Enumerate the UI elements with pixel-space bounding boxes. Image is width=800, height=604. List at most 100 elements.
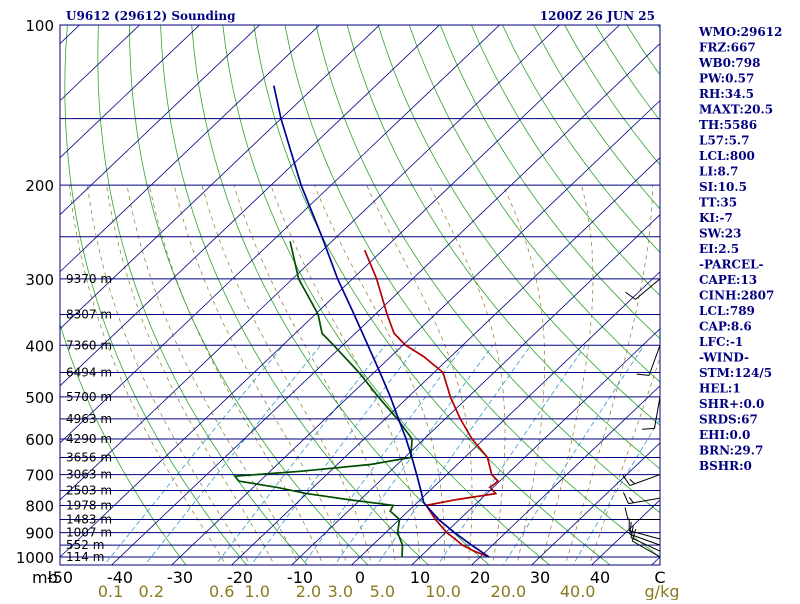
index-value: LCL:800 [699,149,755,163]
index-value: LI:8.7 [699,165,738,179]
wind-barb [649,345,660,375]
pressure-tick-label: 200 [25,177,54,195]
mixing-ratio-tick-label: 40.0 [560,582,596,600]
pressure-tick-label: 100 [25,17,54,35]
index-value: EI:2.5 [699,242,739,256]
moist-adiabat-line [271,185,420,568]
index-value: HEL:1 [699,382,741,396]
moist-adiabat-line [87,185,252,568]
index-value: LFC:-1 [699,335,743,349]
index-value: SRDS:67 [699,413,758,427]
temperature-tick-label: 30 [530,568,550,587]
index-value: PW:0.57 [699,72,754,86]
index-value: BSHR:0 [699,459,752,473]
pressure-tick-label: 400 [25,337,54,355]
moist-adiabat-line [149,185,324,568]
index-value: -WIND- [699,351,749,365]
moist-adiabat-line [540,185,593,568]
wind-barb [635,279,660,300]
mixing-ratio-unit-label: g/kg [645,582,680,600]
wind-barb-flag [625,507,628,519]
background-lines [0,13,800,568]
temperature-tick-label: 0 [355,568,365,587]
height-label: 1978 m [66,498,112,512]
mixing-ratio-tick-label: 10.0 [425,582,461,600]
mixing-ratio-tick-label: 0.2 [139,582,164,600]
height-label: 5700 m [66,390,112,404]
height-label: 1483 m [66,512,112,526]
index-value: WB0:798 [698,56,760,70]
isotherm-line [0,13,332,568]
dry-adiabat-line [316,25,736,568]
isotherm-line [48,13,632,568]
wind-barb-flag [630,479,635,484]
mixing-ratio-tick-label: 0.1 [98,582,123,600]
index-value: FRZ:667 [699,41,756,55]
index-value: L57:5.7 [699,134,749,148]
isotherm-line [108,13,692,568]
temperature-tick-label: 20 [470,568,490,587]
index-value: CAPE:13 [699,273,757,287]
wind-barb-flag [625,292,635,299]
index-value: SHR+:0.0 [699,397,764,411]
index-value: BRN:29.7 [699,444,763,458]
height-label: 7360 m [66,338,112,352]
chart-title-left: U9612 (29612) Sounding [66,9,236,23]
dry-adiabat-line [130,25,372,568]
index-value: STM:124/5 [699,366,772,380]
height-label: 4290 m [66,432,112,446]
index-value: -PARCEL- [699,258,764,272]
moist-adiabat-line [564,185,653,568]
moist-adiabat-line [503,185,545,568]
mixing-ratio-tick-label: 2.0 [296,582,321,600]
indices-panel: WMO:29612FRZ:667WB0:798PW:0.57RH:34.5MAX… [698,25,782,473]
mixing-ratio-tick-label: 5.0 [370,582,395,600]
index-value: CAP:8.6 [699,320,752,334]
height-label: 2503 m [66,484,112,498]
dry-adiabat-line [285,25,676,568]
mixing-ratio-tick-label: 0.6 [209,582,234,600]
index-value: EHI:0.0 [699,428,750,442]
index-value: CINH:2807 [699,289,774,303]
moist-adiabat-line [429,185,505,568]
pressure-tick-label: 900 [25,525,54,543]
height-label: 9370 m [66,272,112,286]
index-value: TT:35 [699,196,737,210]
index-value: SW:23 [699,227,741,241]
index-value: RH:34.5 [699,87,754,101]
dewpoint-line [235,241,412,557]
wind-barb-flag [637,374,649,375]
index-value: MAXT:20.5 [699,103,773,117]
mixing-ratio-line [142,345,320,568]
height-label: 8307 m [66,307,112,321]
index-value: TH:5586 [699,118,757,132]
height-label: 3656 m [66,450,112,464]
pressure-tick-label: 300 [25,271,54,289]
pressure-tick-label: 700 [25,467,54,485]
moist-adiabat-line [314,185,444,568]
mixing-ratio-line [102,345,284,568]
wind-barb-flag [623,492,628,503]
pressure-tick-label: 500 [25,389,54,407]
pressure-tick-label: 800 [25,497,54,515]
index-value: KI:-7 [699,211,733,225]
index-value: SI:10.5 [699,180,747,194]
wind-barb-flag [629,497,633,502]
temperature-tick-label: -50 [47,568,73,587]
mixing-ratio-tick-label: 1.0 [244,582,269,600]
chart-title-right: 1200Z 26 JUN 25 [540,9,655,23]
height-label: 4963 m [66,412,112,426]
index-value: LCL:789 [699,304,755,318]
temperature-tick-label: -30 [167,568,193,587]
height-label: 3063 m [66,468,112,482]
mixing-ratio-line [213,345,385,568]
moist-adiabat-line [107,185,277,568]
mixing-ratio-line [332,345,492,568]
moist-adiabat-line [127,185,300,568]
moist-adiabat-line [202,185,372,568]
height-label: 114 m [66,550,104,564]
mixing-ratio-line [571,345,706,568]
isotherm-line [0,13,32,568]
